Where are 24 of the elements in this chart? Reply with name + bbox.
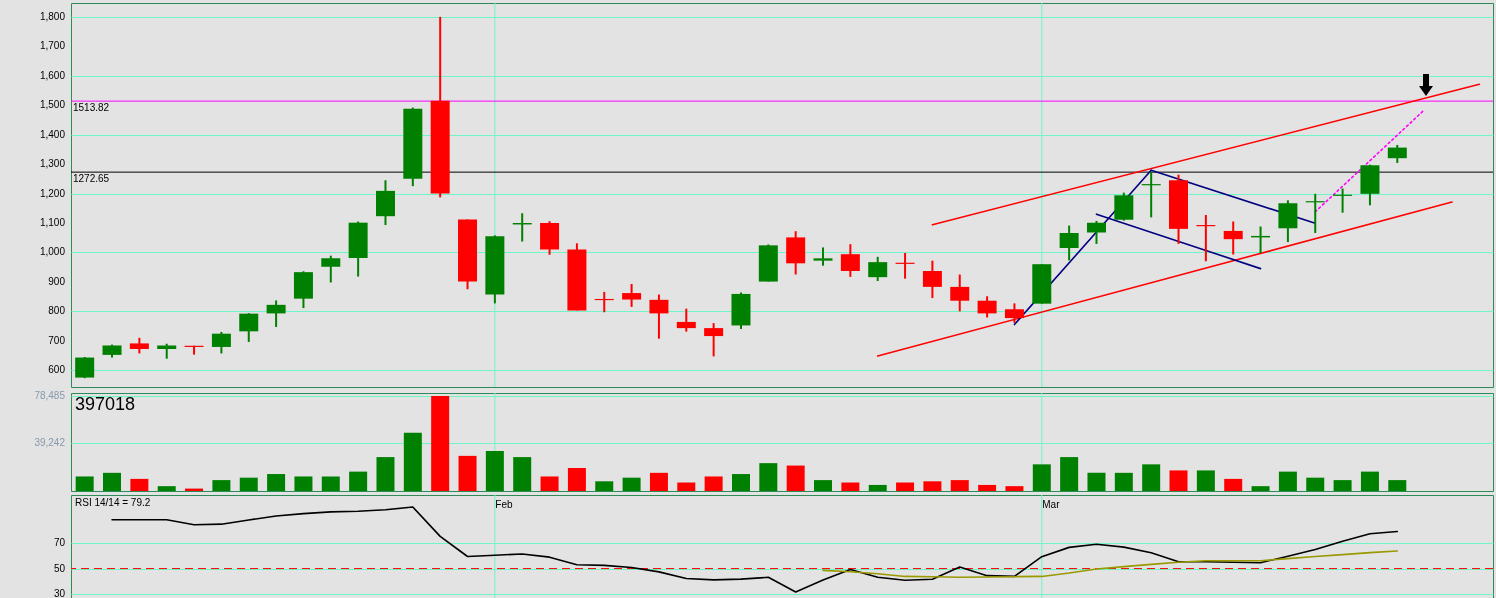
x-tick-label: Feb xyxy=(495,498,514,510)
annotation: 397018 xyxy=(75,394,136,414)
y-tick-label: 30 xyxy=(53,587,66,598)
y-tick-label: 1,400 xyxy=(39,128,66,140)
y-tick-label: 1,100 xyxy=(39,216,66,228)
ref-line-label: 1272.65 xyxy=(73,173,110,185)
y-tick-label: 1,300 xyxy=(39,158,66,170)
y-tick-label: 1,800 xyxy=(39,10,66,22)
y-tick-label: 78,485 xyxy=(34,389,66,401)
annotation: RSI 14/14 = 79.2 xyxy=(75,497,151,508)
y-tick-label: 39,242 xyxy=(34,437,66,449)
y-tick-label: 1,500 xyxy=(39,99,66,111)
x-tick-label: Mar xyxy=(1042,498,1061,510)
y-tick-label: 50 xyxy=(53,562,66,574)
ref-line-label: 1513.82 xyxy=(73,102,110,114)
y-tick-label: 600 xyxy=(48,364,66,376)
y-tick-label: 700 xyxy=(48,334,66,346)
y-tick-label: 900 xyxy=(48,275,66,287)
y-tick-label: 800 xyxy=(48,305,66,317)
y-tick-label: 70 xyxy=(53,537,66,549)
y-tick-label: 1,200 xyxy=(39,187,66,199)
y-tick-label: 1,700 xyxy=(39,40,66,52)
y-tick-label: 1,600 xyxy=(39,69,66,81)
y-tick-label: 1,000 xyxy=(39,246,66,258)
